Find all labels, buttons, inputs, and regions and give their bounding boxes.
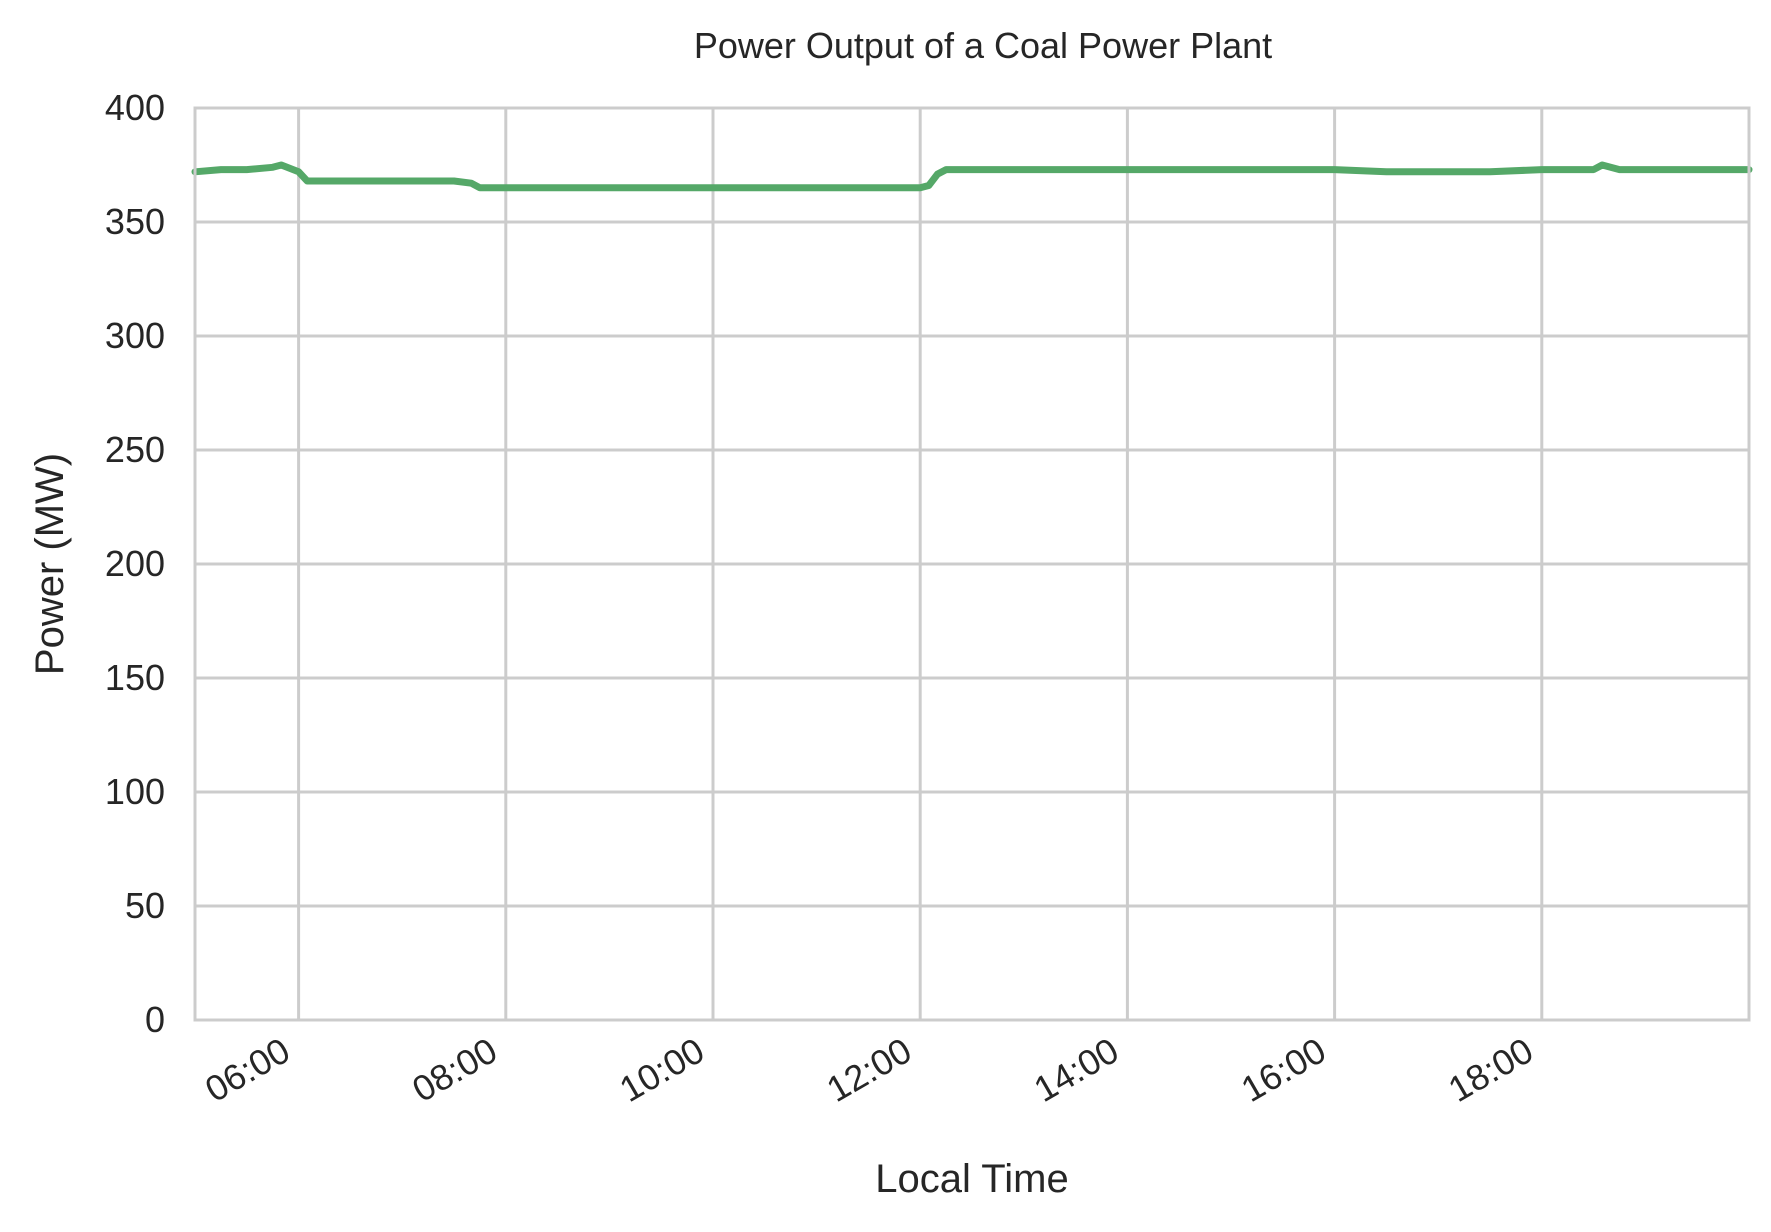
y-tick-labels: 0 50 100 150 200 250 300 350 400: [105, 87, 165, 1040]
grid: [195, 106, 1749, 1022]
y-tick-label: 150: [105, 657, 165, 698]
x-tick-label: 08:00: [405, 1029, 504, 1110]
y-tick-label: 350: [105, 201, 165, 242]
series-line: [191, 161, 1753, 192]
y-tick-label: 200: [105, 543, 165, 584]
y-tick-label: 50: [125, 885, 165, 926]
x-tick-label: 14:00: [1027, 1029, 1126, 1110]
y-tick-label: 300: [105, 315, 165, 356]
x-axis-label: Local Time: [875, 1157, 1068, 1201]
y-tick-label: 400: [105, 87, 165, 128]
chart-title: Power Output of a Coal Power Plant: [694, 25, 1272, 66]
plot-frame: [193, 106, 1751, 1022]
x-tick-labels: 06:00 08:00 10:00 12:00 14:00 16:00 18:00: [198, 1029, 1540, 1110]
y-axis-label: Power (MW): [28, 453, 72, 675]
y-tick-label: 250: [105, 429, 165, 470]
x-tick-label: 18:00: [1441, 1029, 1540, 1110]
x-tick-label: 10:00: [612, 1029, 711, 1110]
x-tick-label: 16:00: [1234, 1029, 1333, 1110]
x-tick-label: 12:00: [820, 1029, 919, 1110]
series-layer: [191, 161, 1753, 192]
y-tick-label: 0: [145, 999, 165, 1040]
x-tick-label: 06:00: [198, 1029, 297, 1110]
y-tick-label: 100: [105, 771, 165, 812]
